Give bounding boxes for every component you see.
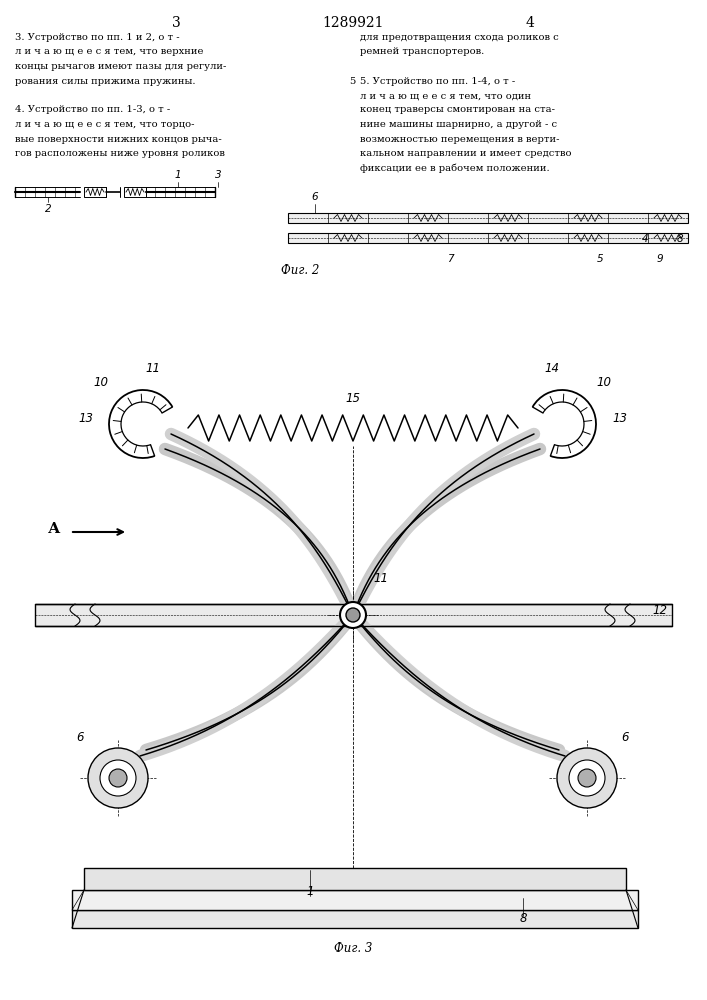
- Text: рования силы прижима пружины.: рования силы прижима пружины.: [15, 77, 196, 86]
- Circle shape: [340, 602, 366, 628]
- Text: концы рычагов имеют пазы для регули-: концы рычагов имеют пазы для регули-: [15, 62, 226, 71]
- Circle shape: [569, 760, 605, 796]
- Text: Фиг. 2: Фиг. 2: [281, 264, 319, 277]
- Bar: [72, 890, 638, 910]
- Text: Фиг. 3: Фиг. 3: [334, 942, 372, 955]
- Bar: [124, 187, 146, 197]
- Text: 7: 7: [447, 254, 453, 264]
- Text: 5: 5: [597, 254, 603, 264]
- Text: 8: 8: [677, 234, 683, 244]
- Text: 5: 5: [349, 77, 355, 86]
- Text: возможностью перемещения в верти-: возможностью перемещения в верти-: [360, 134, 559, 143]
- Text: 5. Устройство по пп. 1-4, о т -: 5. Устройство по пп. 1-4, о т -: [360, 77, 515, 86]
- Text: 1: 1: [175, 170, 181, 180]
- Text: для предотвращения схода роликов с: для предотвращения схода роликов с: [360, 33, 559, 42]
- Bar: [288, 233, 688, 243]
- Text: 8: 8: [520, 912, 527, 924]
- Text: 1: 1: [306, 885, 314, 898]
- Text: конец траверсы смонтирован на ста-: конец траверсы смонтирован на ста-: [360, 105, 555, 114]
- Text: нине машины шарнирно, а другой - с: нине машины шарнирно, а другой - с: [360, 120, 557, 129]
- Text: 3: 3: [215, 170, 221, 180]
- Text: кальном направлении и имеет средство: кальном направлении и имеет средство: [360, 149, 571, 158]
- Text: 13: 13: [612, 412, 627, 426]
- Circle shape: [557, 748, 617, 808]
- Text: 2: 2: [45, 204, 52, 214]
- Text: 12: 12: [652, 603, 667, 616]
- Circle shape: [100, 760, 136, 796]
- Text: А: А: [47, 522, 60, 536]
- Circle shape: [88, 748, 148, 808]
- Text: 6: 6: [312, 192, 318, 202]
- Text: 11: 11: [373, 572, 388, 585]
- Text: 11: 11: [146, 362, 160, 375]
- Text: гов расположены ниже уровня роликов: гов расположены ниже уровня роликов: [15, 149, 225, 158]
- Text: 3. Устройство по пп. 1 и 2, о т -: 3. Устройство по пп. 1 и 2, о т -: [15, 33, 180, 42]
- Text: 4. Устройство по пп. 1-3, о т -: 4. Устройство по пп. 1-3, о т -: [15, 105, 170, 114]
- Text: л и ч а ю щ е е с я тем, что торцо-: л и ч а ю щ е е с я тем, что торцо-: [15, 120, 194, 129]
- Text: 14: 14: [544, 362, 559, 375]
- Text: 15: 15: [346, 392, 361, 405]
- Text: 4: 4: [525, 16, 534, 30]
- Text: вые поверхности нижних концов рыча-: вые поверхности нижних концов рыча-: [15, 134, 222, 143]
- Bar: [84, 868, 626, 890]
- Text: 4: 4: [642, 234, 648, 244]
- Text: 6: 6: [76, 731, 84, 744]
- Text: 10: 10: [597, 375, 612, 388]
- Text: ремней транспортеров.: ремней транспортеров.: [360, 47, 484, 56]
- Text: 10: 10: [93, 375, 108, 388]
- Bar: [84, 187, 106, 197]
- Text: 6: 6: [621, 731, 629, 744]
- Text: 3: 3: [172, 16, 180, 30]
- Circle shape: [578, 769, 596, 787]
- Bar: [288, 213, 688, 223]
- Text: 13: 13: [78, 412, 93, 426]
- Circle shape: [346, 608, 360, 622]
- Text: л и ч а ю щ е е с я тем, что один: л и ч а ю щ е е с я тем, что один: [360, 91, 531, 100]
- Text: 9: 9: [657, 254, 663, 264]
- Text: 1289921: 1289921: [322, 16, 384, 30]
- Circle shape: [109, 769, 127, 787]
- Text: л и ч а ю щ е е с я тем, что верхние: л и ч а ю щ е е с я тем, что верхние: [15, 47, 204, 56]
- Bar: [72, 910, 638, 928]
- Bar: [35, 604, 672, 626]
- Text: фиксации ее в рабочем положении.: фиксации ее в рабочем положении.: [360, 163, 549, 173]
